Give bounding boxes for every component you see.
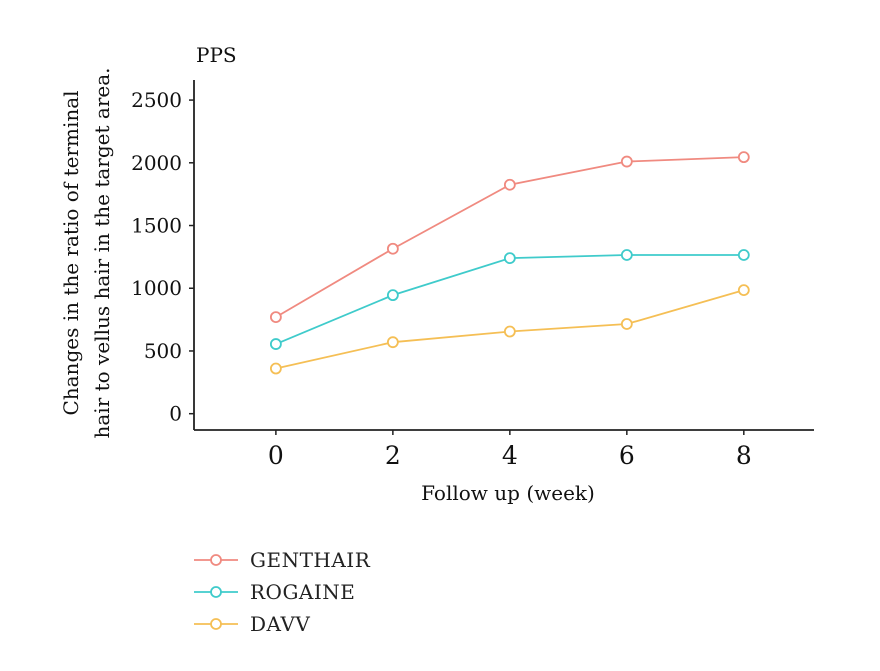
data-point-davv-0 (269, 362, 282, 375)
data-point-genthair-2 (386, 242, 399, 255)
y-axis-label: Changes in the ratio of terminal hair to… (59, 67, 114, 438)
x-tick-label-6: 6 (619, 441, 635, 470)
y-tick-label-500: 500 (144, 339, 182, 363)
series-rogaine (269, 249, 750, 350)
y-axis-label-line-1: Changes in the ratio of terminal (59, 90, 83, 415)
y-tick-label-2000: 2000 (131, 151, 182, 175)
data-point-davv-6 (620, 318, 633, 330)
legend-label-genthair: GENTHAIR (250, 548, 371, 572)
legend-marker-rogaine (210, 586, 222, 598)
data-point-davv-8 (737, 284, 750, 297)
legend: GENTHAIR ROGAINE DAVV (194, 548, 371, 636)
data-point-davv-2 (386, 336, 399, 349)
data-point-rogaine-0 (269, 338, 282, 350)
legend-marker-davv (210, 618, 222, 630)
y-tick-label-2500: 2500 (131, 88, 182, 112)
plot-area (269, 151, 750, 375)
x-tick-label-2: 2 (385, 441, 401, 470)
y-tick-label-0: 0 (169, 402, 182, 426)
series-davv (269, 284, 750, 375)
legend-marker-genthair (210, 554, 222, 566)
legend-label-davv: DAVV (250, 612, 310, 636)
x-axis-label: Follow up (week) (421, 481, 595, 505)
data-point-rogaine-6 (620, 249, 633, 261)
series-genthair (269, 151, 750, 323)
legend-label-rogaine: ROGAINE (250, 580, 355, 604)
y-tick-label-1500: 1500 (131, 214, 182, 238)
x-tick-label-4: 4 (502, 441, 518, 470)
x-tick-label-0: 0 (268, 441, 284, 470)
data-point-rogaine-2 (386, 289, 399, 302)
axes: 0 500 1000 1500 2000 2500 0 2 4 6 8 (131, 80, 814, 470)
legend-item-davv: DAVV (194, 612, 310, 636)
x-tick-label-8: 8 (736, 441, 752, 470)
data-point-davv-4 (503, 325, 516, 338)
legend-item-rogaine: ROGAINE (194, 580, 355, 604)
data-point-genthair-6 (620, 155, 633, 168)
legend-item-genthair: GENTHAIR (194, 548, 371, 572)
data-point-rogaine-8 (737, 249, 750, 261)
data-point-genthair-8 (737, 151, 750, 164)
y-axis-label-line-2: hair to vellus hair in the target area. (90, 67, 114, 438)
data-point-genthair-4 (503, 178, 516, 191)
data-point-genthair-0 (269, 311, 282, 323)
chart-title: PPS (196, 43, 237, 67)
y-tick-label-1000: 1000 (131, 276, 182, 300)
data-point-rogaine-4 (503, 252, 516, 265)
